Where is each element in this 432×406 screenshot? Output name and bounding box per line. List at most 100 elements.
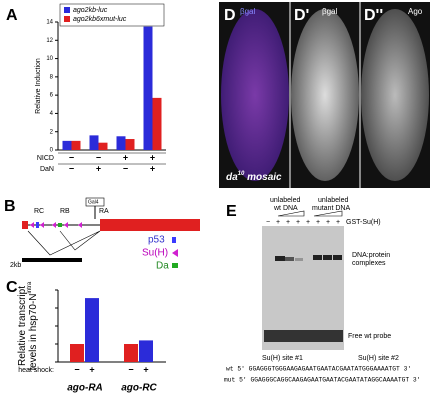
stain-label: βgal bbox=[322, 7, 338, 16]
gel bbox=[262, 226, 344, 350]
panel-label: A bbox=[6, 7, 18, 24]
legend-swatch bbox=[64, 7, 70, 13]
complex-label: complexes bbox=[352, 260, 386, 267]
splice bbox=[27, 230, 101, 256]
y-tick-label: 6 bbox=[50, 93, 54, 99]
legend-box bbox=[59, 3, 165, 27]
condition-sign: + bbox=[150, 152, 155, 162]
legend-swatch bbox=[172, 249, 178, 257]
y-axis-label-part: Relative transcript bbox=[17, 286, 28, 366]
scale-bar bbox=[22, 258, 82, 262]
panel-label: D bbox=[224, 7, 236, 24]
legend-label: p53 bbox=[148, 235, 165, 246]
legend-label: ago2kb6xmut-luc bbox=[73, 16, 127, 23]
panel-label: D'' bbox=[364, 7, 383, 24]
sequence: mut 5' GGAGGGCAGGCAAGAGAATGAATACGAATATAG… bbox=[224, 377, 421, 384]
condition-sign: − bbox=[69, 152, 74, 162]
lane-sign: + bbox=[286, 219, 290, 226]
bar bbox=[62, 140, 72, 150]
bar bbox=[70, 344, 84, 362]
p53-site bbox=[36, 222, 39, 228]
panel-label: C bbox=[6, 279, 18, 296]
transcript-label: RB bbox=[60, 208, 70, 215]
gel-bands bbox=[264, 255, 343, 342]
panel-label: E bbox=[226, 203, 237, 220]
bar bbox=[139, 340, 153, 362]
sequence: wt 5' GGAGGGTGGGAAGAGAATGAATACGAATATGGGA… bbox=[226, 366, 411, 373]
y-tick-label: 4 bbox=[50, 111, 54, 117]
y-tick-label: 8 bbox=[50, 74, 54, 80]
condition-sign: − bbox=[69, 163, 74, 173]
y-axis-label: Relative transcript bbox=[17, 286, 28, 366]
transcript-label: RC bbox=[34, 208, 44, 215]
y-tick-label: 2 bbox=[50, 129, 54, 135]
condition-sign: + bbox=[150, 163, 155, 173]
bar bbox=[98, 142, 108, 150]
y-tick-label: 0 bbox=[50, 148, 54, 154]
condition-sign: − bbox=[74, 364, 79, 374]
lane-sign: + bbox=[306, 219, 310, 226]
lane-sign: + bbox=[316, 219, 320, 226]
competitor-label: wt DNA bbox=[273, 205, 298, 212]
legend-swatch bbox=[172, 263, 178, 268]
bar bbox=[85, 298, 99, 362]
transcript-label: RA bbox=[99, 208, 109, 215]
y-axis-label-part: levels in hsp70-N bbox=[28, 293, 39, 370]
competitor-label: unlabeled bbox=[318, 197, 348, 204]
genotype: da10 mosaic bbox=[226, 171, 282, 183]
condition-sign: + bbox=[96, 163, 101, 173]
bar bbox=[89, 135, 99, 150]
lane-sign: + bbox=[336, 219, 340, 226]
box-label: Gal4 bbox=[88, 199, 99, 205]
bar bbox=[152, 97, 162, 150]
legend-label: Su(H) bbox=[142, 248, 168, 259]
protein-label: GST-Su(H) bbox=[346, 219, 381, 226]
da-site bbox=[58, 223, 62, 227]
suh-site bbox=[30, 222, 82, 228]
disc-image bbox=[291, 9, 359, 181]
site-label: Su(H) site #1 bbox=[262, 355, 303, 362]
site-label: Su(H) site #2 bbox=[358, 355, 399, 362]
condition-sign: − bbox=[128, 364, 133, 374]
condition-name: DaN bbox=[40, 166, 54, 173]
scale-label: 2kb bbox=[10, 262, 21, 269]
condition-name: NICD bbox=[37, 155, 54, 162]
y-tick-label: 12 bbox=[46, 38, 53, 44]
bar bbox=[143, 26, 153, 151]
competitor-label: unlabeled bbox=[270, 197, 300, 204]
bar bbox=[116, 136, 126, 150]
y-axis-label: Relative Induction bbox=[35, 58, 42, 114]
y-axis-label-sup: intra bbox=[27, 281, 33, 293]
y-tick-label: 14 bbox=[46, 20, 53, 26]
gradient-triangle bbox=[277, 210, 343, 217]
legend-swatch bbox=[172, 237, 176, 243]
y-axis-label: levels in hsp70-Nintra bbox=[27, 281, 39, 370]
bar bbox=[124, 344, 138, 362]
disc-image bbox=[221, 9, 289, 181]
bar bbox=[125, 139, 135, 150]
competitor-label: mutant DNA bbox=[312, 205, 350, 212]
lane-sign: + bbox=[326, 219, 330, 226]
condition-sign: + bbox=[143, 364, 148, 374]
free-label: Free wt probe bbox=[348, 333, 391, 340]
complex-label: DNA:protein bbox=[352, 252, 390, 259]
condition-sign: − bbox=[123, 163, 128, 173]
x-tick-label: ago-RC bbox=[121, 383, 157, 394]
exon bbox=[100, 219, 200, 231]
disc-image bbox=[361, 9, 429, 181]
exon bbox=[22, 221, 28, 229]
lane-sign: + bbox=[296, 219, 300, 226]
legend-label: Da bbox=[156, 261, 169, 272]
lane-sign: − bbox=[266, 219, 270, 226]
bar bbox=[71, 140, 81, 150]
panel-label: B bbox=[4, 198, 16, 215]
condition-sign: + bbox=[123, 152, 128, 162]
x-tick-label: ago-RA bbox=[67, 383, 103, 394]
condition-name: heat shock: bbox=[18, 367, 54, 374]
lane-sign: + bbox=[276, 219, 280, 226]
legend-swatch bbox=[64, 16, 70, 22]
condition-sign: + bbox=[89, 364, 94, 374]
panel-label: D' bbox=[294, 7, 309, 24]
y-tick-label: 10 bbox=[46, 56, 53, 62]
